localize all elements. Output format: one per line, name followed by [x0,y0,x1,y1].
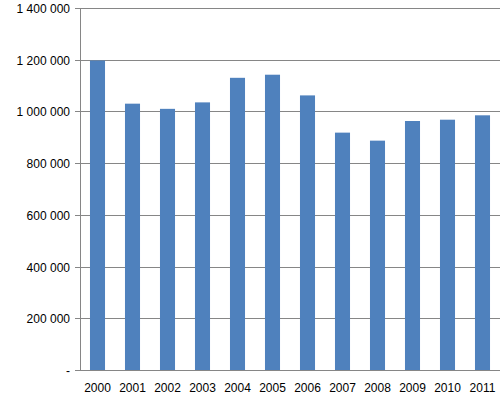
grid-line [80,318,500,319]
x-tick-label: 2001 [119,381,146,395]
bar [195,102,210,370]
x-tick-label: 2006 [294,381,321,395]
x-tick-label: 2011 [470,381,496,395]
y-axis [80,8,81,370]
bar [230,78,245,370]
y-tick-label: 1 000 000 [17,105,71,119]
bar [405,121,420,370]
y-tick [75,163,80,164]
y-tick-label: 1 200 000 [17,54,71,68]
bar [370,141,385,370]
x-tick-label: 2000 [84,381,111,395]
bar [265,75,280,370]
bar [125,104,140,370]
bar [90,60,105,370]
x-tick-label: 2004 [224,381,251,395]
grid-line [80,60,500,61]
grid-line [80,215,500,216]
chart-svg: - 200 000 400 000 600 000 800 000 1 000 000 1 … [0,0,501,404]
y-tick-label: 400 000 [27,261,71,275]
bar [335,133,350,370]
y-tick [75,215,80,216]
y-tick-label: 800 000 [27,157,71,171]
y-tick [75,370,80,371]
grid-line [80,267,500,268]
grid-line [80,163,500,164]
x-tick-label: 2003 [189,381,216,395]
x-tick-label: 2007 [329,381,356,395]
x-tick-label: 2009 [399,381,426,395]
bar [440,120,455,370]
x-axis [80,370,500,371]
x-tick-label: 2002 [154,381,181,395]
y-tick-label: 1 400 000 [17,2,71,16]
y-tick-label: 600 000 [27,209,71,223]
grid-line [80,111,500,112]
grid-line [80,370,500,371]
grid-line [80,8,500,9]
bar [160,109,175,370]
x-tick-label: 2008 [364,381,391,395]
chart-container: - 200 000 400 000 600 000 800 000 1 000 000 1 … [0,0,501,404]
y-tick [75,8,80,9]
y-tick [75,318,80,319]
bar [300,95,315,370]
y-tick [75,111,80,112]
bar [475,115,490,370]
y-tick [75,60,80,61]
x-tick-label: 2005 [259,381,286,395]
y-tick [75,267,80,268]
y-tick-label: 200 000 [27,312,71,326]
bars [90,60,490,370]
y-tick-label: - [66,364,70,378]
x-tick-label: 2010 [434,381,461,395]
